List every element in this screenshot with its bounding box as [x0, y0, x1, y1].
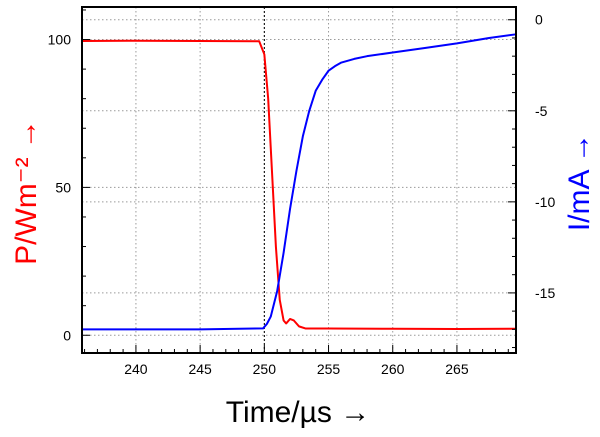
- current-series-line: [82, 33, 517, 331]
- power-series-line: [81, 39, 517, 331]
- series-layer: [81, 33, 517, 331]
- left-tick-label: 100: [48, 32, 72, 48]
- right-axis-title: I/mA →: [563, 133, 596, 231]
- x-tick-label: 265: [445, 361, 469, 377]
- right-tick-label: -5: [535, 103, 548, 119]
- left-tick-label: 50: [55, 179, 71, 195]
- left-axis-title: P/Wm⁻² →: [10, 119, 43, 265]
- x-tick-label: 260: [381, 361, 405, 377]
- ticks: 240 245 250 255 260 265 0 50 100 0 -5 -10 -15: [48, 9, 555, 377]
- right-tick-label: -10: [535, 194, 555, 210]
- x-axis-title: Time/µs →: [226, 396, 371, 429]
- grid: [82, 7, 516, 353]
- x-tick-label: 240: [124, 361, 148, 377]
- right-tick-label: 0: [535, 12, 543, 28]
- x-tick-label: 245: [188, 361, 212, 377]
- left-tick-label: 0: [63, 327, 71, 343]
- plot-frame: [81, 6, 517, 354]
- right-tick-label: -15: [535, 285, 555, 301]
- x-tick-label: 255: [317, 361, 341, 377]
- x-tick-label: 250: [253, 361, 277, 377]
